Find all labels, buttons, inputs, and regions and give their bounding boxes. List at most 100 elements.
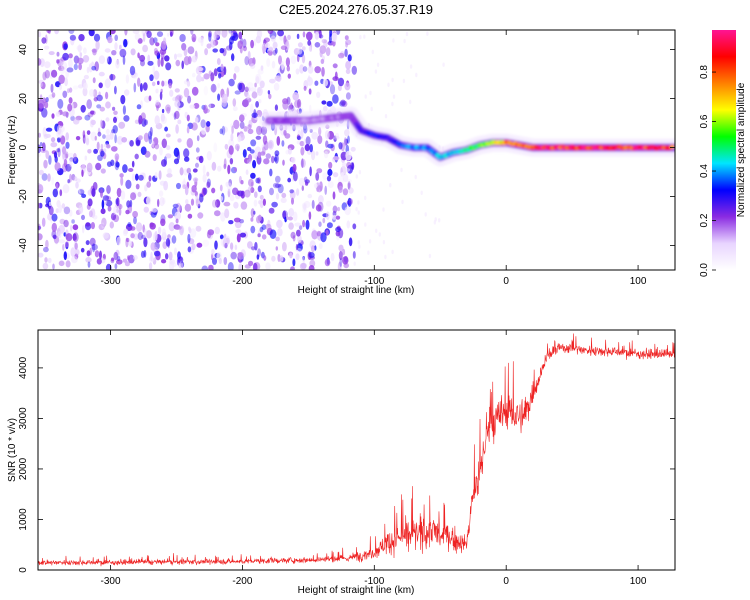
noise-cell [240,180,244,185]
noise-cell [250,172,256,179]
noise-cell [157,58,161,68]
noise-cell [230,32,234,37]
noise-cell [94,135,98,141]
noise-cell [328,33,332,44]
noise-cell [292,258,296,267]
noise-cell [276,74,282,83]
noise-cell [322,78,329,87]
noise-cell [357,240,360,245]
noise-cell [223,158,227,168]
noise-cell [219,195,224,202]
spectrogram-y-axis-label: Frequency (Hz) [7,116,18,185]
noise-cell [344,206,351,216]
noise-cell [316,185,323,193]
noise-cell [96,141,100,151]
noise-cell [297,98,302,109]
noise-cell [69,157,74,162]
noise-cell [340,172,344,177]
noise-cell [95,162,102,171]
noise-cell [164,55,170,62]
noise-cell [337,77,345,87]
noise-cell [155,88,159,94]
noise-cell [269,229,277,239]
noise-cell [57,231,62,239]
noise-cell [311,230,318,240]
noise-cell [340,51,345,58]
colorbar-tick-label: 0.4 [699,164,710,178]
noise-cell [297,235,302,243]
noise-cell [160,57,164,67]
noise-cell [210,72,215,82]
noise-cell [133,216,137,225]
noise-cell [273,82,280,91]
noise-cell [237,252,245,260]
noise-cell [345,68,351,75]
noise-cell [391,249,394,255]
noise-cell [234,167,237,172]
noise-cell [253,199,258,207]
noise-cell [201,265,209,270]
colorbar-tick-label: 0.0 [699,263,710,277]
noise-cell [300,146,305,156]
x-tick-label: 0 [503,576,509,587]
noise-cell [303,200,311,209]
noise-cell [186,138,193,148]
noise-cell [71,219,75,224]
noise-cell [206,178,211,188]
noise-cell [81,169,84,177]
noise-cell [352,251,356,259]
noise-cell [210,83,217,93]
noise-cell [305,136,311,146]
noise-cell [338,185,343,193]
noise-cell [69,158,73,167]
noise-cell [137,231,143,241]
noise-cell [228,179,232,187]
noise-cell [86,130,91,136]
noise-cell [194,117,199,123]
noise-cell [227,188,231,198]
noise-cell [358,244,361,249]
noise-cell [292,163,297,173]
noise-cell [159,91,163,101]
noise-cell [227,164,231,175]
noise-cell [263,255,267,261]
noise-cell [51,213,58,222]
noise-cell [86,162,93,173]
noise-cell [285,215,289,221]
noise-cell [279,255,284,262]
noise-cell [403,38,406,44]
noise-cell [284,41,290,51]
noise-cell [83,74,89,80]
noise-cell [382,240,386,245]
noise-cell [258,126,265,133]
noise-cell [119,173,124,178]
noise-cell [152,154,157,162]
noise-cell [51,177,55,185]
noise-cell [286,65,290,72]
noise-cell [77,189,81,196]
noise-cell [300,129,304,139]
noise-cell [218,73,222,79]
noise-cell [115,59,120,69]
noise-cell [97,131,102,137]
noise-cell [129,65,136,76]
noise-cell [282,159,285,166]
noise-cell [126,200,131,208]
noise-cell [149,37,155,46]
noise-cell [202,173,207,183]
noise-cell [159,196,165,207]
noise-cell [186,126,190,134]
noise-cell [307,65,314,74]
noise-cell [289,252,293,259]
noise-cell [116,236,121,246]
noise-cell [84,134,89,145]
noise-cell [75,181,79,189]
noise-cell [77,57,84,65]
noise-cell [315,204,322,212]
noise-cell [124,89,130,96]
snr-y-axis-label: SNR (10 * v/v) [7,418,18,482]
noise-cell [199,193,204,203]
noise-cell [311,131,319,140]
noise-cell [100,150,105,157]
noise-cell [88,210,93,218]
